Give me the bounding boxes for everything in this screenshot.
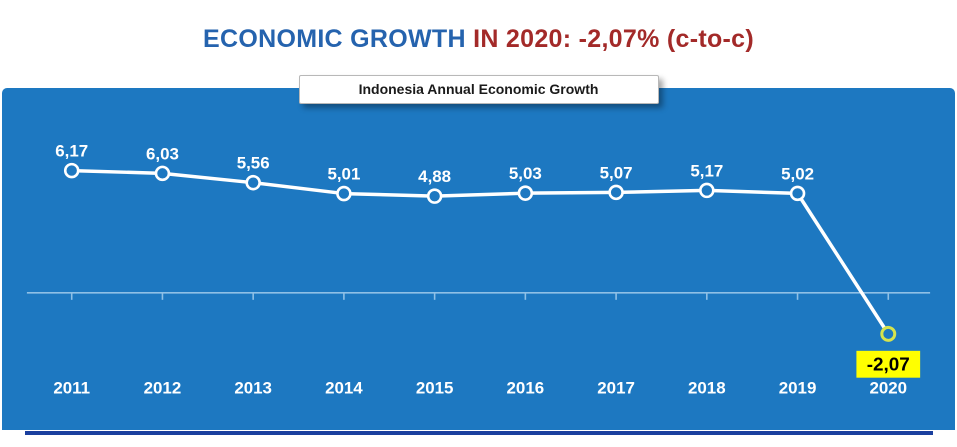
data-point-2016 xyxy=(517,185,534,201)
value-label-2016: 5,03 xyxy=(509,164,542,183)
title-part-red: IN 2020: -2,07% (c-to-c) xyxy=(473,24,754,53)
x-tick-label-2018: 2018 xyxy=(688,378,726,397)
value-label-2011: 6,17 xyxy=(55,142,88,161)
chart-panel: Indonesia Annual Economic Growth 6,17 6,0… xyxy=(2,75,955,430)
data-point-2017 xyxy=(608,184,624,201)
chart-subtitle-box: Indonesia Annual Economic Growth xyxy=(298,75,659,104)
value-label-2015: 4,88 xyxy=(418,167,451,186)
bottom-divider xyxy=(24,431,933,435)
page-title: ECONOMIC GROWTH IN 2020: -2,07% (c-to-c) xyxy=(0,0,957,88)
highlight-label-bg xyxy=(856,350,921,378)
x-tick-label-2016: 2016 xyxy=(507,378,545,397)
data-point-2012 xyxy=(154,165,171,182)
x-tick-label-2011: 2011 xyxy=(53,378,90,397)
x-tick-label-2012: 2012 xyxy=(144,378,182,397)
value-label-2012: 6,03 xyxy=(146,144,179,163)
x-tick-label-2020: 2020 xyxy=(869,378,907,397)
data-point-2018 xyxy=(699,182,715,199)
x-tick-label-2017: 2017 xyxy=(597,378,635,397)
x-tick-label-2014: 2014 xyxy=(325,378,363,397)
x-tick-label-2019: 2019 xyxy=(779,378,817,397)
data-point-2011 xyxy=(63,162,80,179)
line-chart: 6,17 6,03 5,56 5,01 4,88 5,03 5,07 5,17 5,02 -2,0… xyxy=(26,142,931,397)
series-line xyxy=(69,168,891,336)
data-point-2014 xyxy=(336,185,352,202)
chart-subtitle: Indonesia Annual Economic Growth xyxy=(358,81,599,97)
title-part-blue: ECONOMIC GROWTH xyxy=(203,24,474,53)
x-tick-label-2013: 2013 xyxy=(234,378,272,397)
value-label-2020: -2,07 xyxy=(867,355,910,376)
value-label-2014: 5,01 xyxy=(327,165,360,184)
data-point-2019 xyxy=(789,185,806,202)
value-label-2019: 5,02 xyxy=(781,164,814,183)
data-point-2013 xyxy=(245,174,261,191)
data-point-2020 xyxy=(880,325,897,342)
value-label-2013: 5,56 xyxy=(237,154,270,173)
value-label-2017: 5,07 xyxy=(600,163,633,182)
value-label-2018: 5,17 xyxy=(690,161,723,180)
data-point-2015 xyxy=(426,188,443,204)
x-tick-label-2015: 2015 xyxy=(416,378,454,397)
